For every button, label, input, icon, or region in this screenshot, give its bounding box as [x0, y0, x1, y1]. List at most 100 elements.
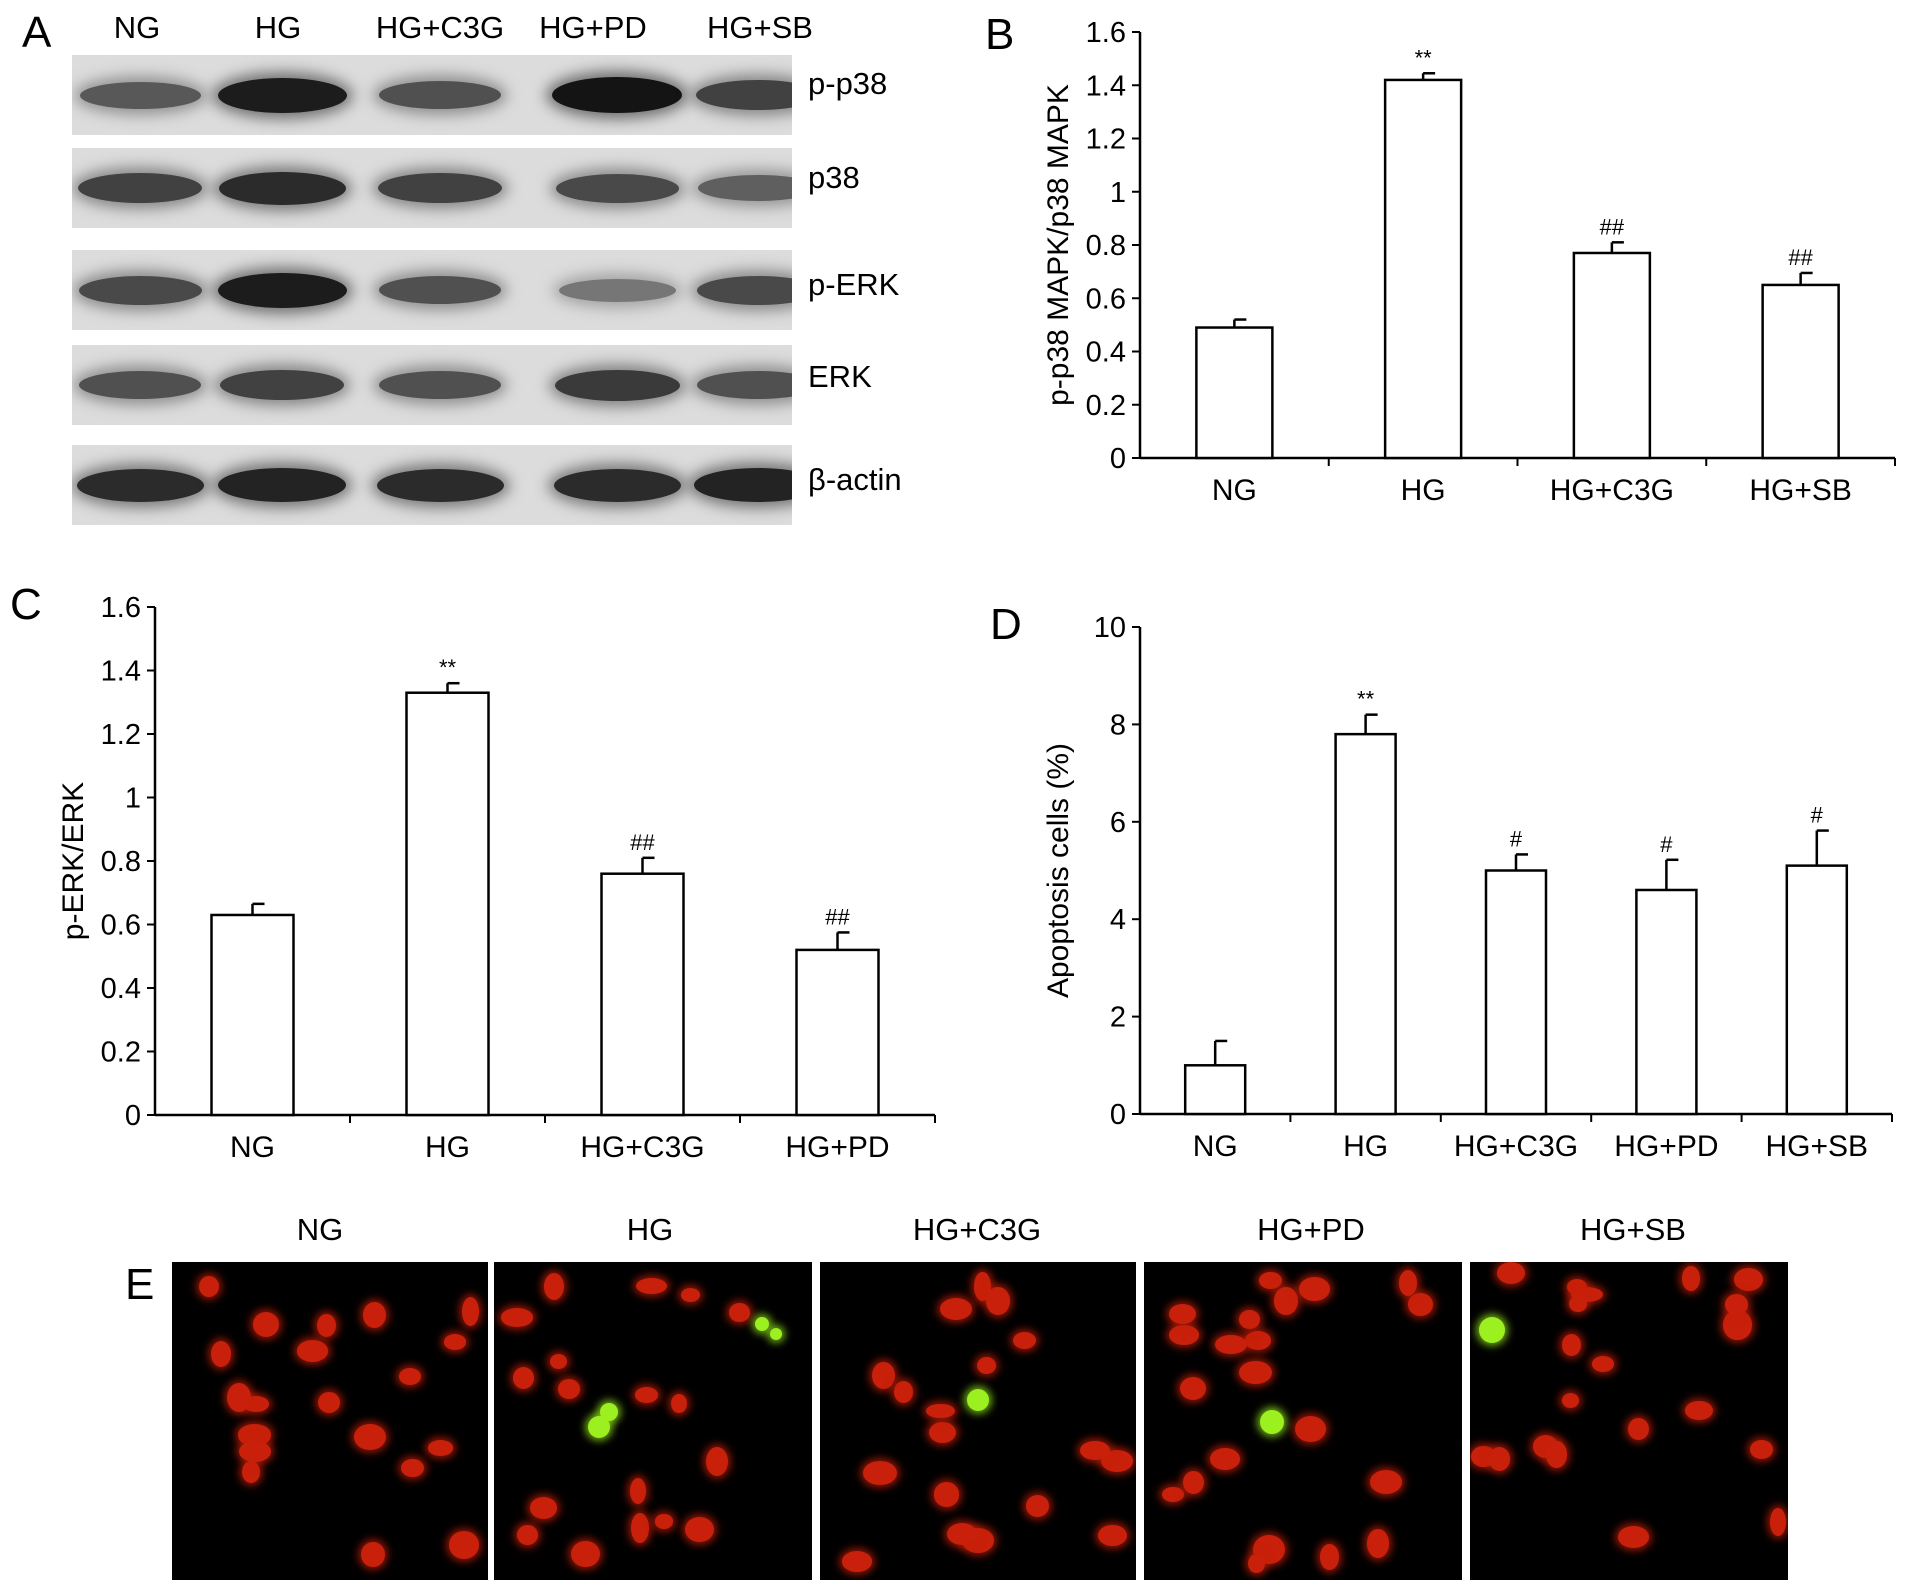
wb-strip-beta-actin: [72, 445, 792, 525]
y-axis-label: p-ERK/ERK: [57, 782, 90, 940]
wb-row-label-p38: p38: [808, 160, 860, 195]
x-tick-label-hg-pd: HG+PD: [1614, 1130, 1718, 1163]
nucleus: [939, 1297, 972, 1320]
panel-letter-d: D: [990, 600, 1022, 649]
y-tick-label: 0.6: [1086, 283, 1126, 315]
nucleus: [1684, 1400, 1713, 1421]
y-axis-label: Apoptosis cells (%): [1042, 743, 1075, 998]
wb-band: [694, 468, 792, 502]
nucleus: [976, 1356, 996, 1374]
micrograph-ng: [172, 1262, 488, 1580]
nucleus: [1723, 1310, 1752, 1340]
wb-band: [217, 272, 347, 308]
bar-ng: [210, 913, 295, 1117]
wb-band: [558, 278, 676, 302]
significance-hg-c3g: ##: [1600, 214, 1625, 239]
x-tick-label-ng: NG: [1212, 474, 1257, 507]
wb-band: [696, 275, 792, 305]
nucleus: [631, 1513, 649, 1544]
wb-row-label-p-p38: p-p38: [808, 66, 888, 101]
panel-letter-b: B: [985, 10, 1015, 59]
nucleus: [946, 1523, 978, 1546]
bar-ng: [1195, 326, 1274, 460]
significance-hg: **: [439, 655, 457, 680]
micrograph-hg-c3g: [820, 1262, 1136, 1580]
y-axis-label: p-p38 MAPK/p38 MAPK: [1042, 84, 1075, 406]
x-tick-label-ng: NG: [230, 1131, 275, 1164]
x-tick-label-hg-sb: HG+SB: [1766, 1130, 1869, 1163]
nucleus: [1750, 1440, 1773, 1459]
nucleus: [1012, 1332, 1036, 1350]
y-tick-label: 1: [125, 783, 141, 815]
wb-lane-label-hg: HG: [254, 10, 302, 45]
y-tick-label: 8: [1110, 709, 1126, 741]
wb-lane-label-hg-sb: HG+SB: [707, 10, 813, 45]
chart-c: 0 0.2 0.4 0.6 0.8 1 1.2 1.4 1.6 p-ERK/ERK NG ** HG ##…: [57, 592, 936, 1164]
nucleus: [1562, 1333, 1582, 1356]
nucleus: [1100, 1449, 1134, 1473]
nucleus: [1244, 1331, 1271, 1350]
bar-hg-pd: [795, 948, 880, 1117]
nucleus: [242, 1460, 260, 1483]
chart-d: 0 2 4 6 8 10 Apoptosis cells (%) NG ** HG # HG+C3G #…: [1042, 612, 1893, 1163]
apoptotic-cell: [588, 1416, 610, 1438]
nucleus: [1618, 1526, 1650, 1548]
x-tick-label-hg: HG: [1401, 474, 1446, 507]
nucleus: [449, 1531, 479, 1559]
wb-band: [220, 370, 344, 400]
nucleus: [894, 1381, 914, 1403]
significance-hg-c3g: #: [1510, 826, 1523, 851]
x-tick-label-hg: HG: [1343, 1130, 1388, 1163]
nucleus: [635, 1277, 667, 1295]
wb-lane-label-hg-pd: HG+PD: [539, 10, 647, 45]
bar-hg-pd: [1635, 888, 1698, 1116]
nucleus: [239, 1440, 271, 1463]
nucleus: [316, 1313, 336, 1337]
wb-band: [555, 173, 679, 203]
wb-band: [552, 77, 682, 113]
wb-band: [379, 371, 501, 399]
nucleus: [680, 1288, 700, 1303]
nucleus: [549, 1354, 568, 1370]
bar-hg: [1383, 78, 1463, 460]
nucleus: [655, 1514, 673, 1529]
wb-band: [696, 80, 792, 110]
nucleus: [354, 1423, 386, 1450]
nucleus: [516, 1524, 538, 1545]
micro-label-hg-c3g: HG+C3G: [912, 1212, 1042, 1247]
nucleus: [1273, 1287, 1298, 1315]
nucleus: [1238, 1360, 1273, 1385]
nucleus: [444, 1334, 467, 1350]
nucleus: [986, 1286, 1010, 1315]
micrograph-hg-pd: [1144, 1262, 1462, 1580]
nucleus: [400, 1458, 424, 1478]
nucleus: [1369, 1470, 1403, 1495]
nucleus: [1258, 1271, 1283, 1290]
wb-band: [379, 276, 501, 304]
wb-band: [76, 468, 204, 502]
nucleus: [297, 1340, 329, 1362]
y-tick-label: 1: [1110, 177, 1126, 209]
apoptotic-cell: [1479, 1317, 1505, 1343]
nucleus: [1098, 1524, 1127, 1547]
wb-lane-label-hg-c3g: HG+C3G: [375, 10, 505, 45]
wb-lane-label-ng: NG: [113, 10, 161, 45]
nucleus: [863, 1460, 898, 1486]
wb-band: [697, 371, 792, 399]
nucleus: [685, 1516, 714, 1542]
nucleus: [1161, 1487, 1184, 1502]
x-tick-label-hg-c3g: HG+C3G: [580, 1131, 704, 1164]
apoptotic-cell: [770, 1328, 782, 1340]
nucleus: [427, 1440, 453, 1456]
nucleus: [557, 1379, 580, 1400]
nucleus: [237, 1424, 272, 1446]
nucleus: [729, 1302, 750, 1322]
nucleus: [317, 1392, 340, 1414]
nucleus: [500, 1308, 534, 1327]
significance-hg: **: [1415, 45, 1433, 70]
wb-band: [78, 275, 202, 305]
y-tick-label: 1.6: [101, 592, 141, 624]
wb-band: [379, 81, 501, 109]
apoptotic-cell: [1260, 1410, 1284, 1434]
nucleus: [1239, 1309, 1261, 1330]
